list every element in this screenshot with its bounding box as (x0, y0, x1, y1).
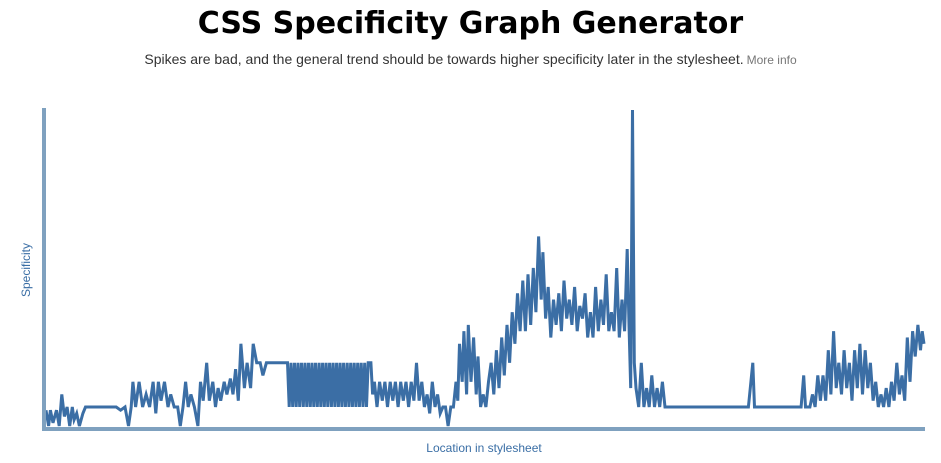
chart-marks (44, 109, 926, 427)
series-line-0 (44, 109, 926, 427)
y-axis-label: Specificity (19, 243, 33, 297)
page-title: CSS Specificity Graph Generator (197, 6, 744, 41)
subtitle-text: Spikes are bad, and the general trend sh… (144, 51, 744, 67)
x-axis-label: Location in stylesheet (426, 441, 542, 455)
page-subtitle: Spikes are bad, and the general trend sh… (0, 51, 941, 67)
more-info-link[interactable]: More info (746, 53, 797, 67)
